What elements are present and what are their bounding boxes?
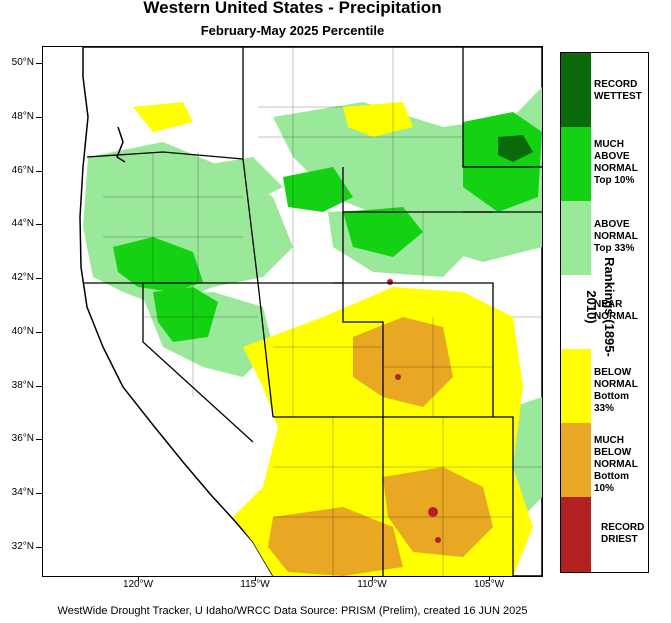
legend-label-much-above-normal: MUCH ABOVE NORMAL Top 10% bbox=[594, 139, 638, 186]
record-driest-spot bbox=[387, 279, 393, 285]
boundary-co-nm bbox=[383, 416, 514, 576]
record-driest-spot bbox=[428, 507, 438, 517]
record-wettest-region bbox=[498, 135, 533, 162]
legend-label-much-below-normal: MUCH BELOW NORMAL Bottom 10% bbox=[594, 435, 638, 494]
legend-swatch-near-normal bbox=[561, 275, 591, 350]
lat-tick bbox=[36, 547, 42, 548]
record-driest-spot bbox=[395, 374, 401, 380]
lat-label-42: 42°N bbox=[11, 272, 34, 283]
legend-title: Rankings (1895-2010) bbox=[584, 257, 617, 357]
legend-swatch-much-above-normal bbox=[561, 127, 591, 202]
much-above-oregon bbox=[113, 237, 203, 292]
legend-swatch-record-wettest bbox=[561, 53, 591, 128]
much-above-normal-regions bbox=[113, 112, 542, 342]
boundary-nv-ca bbox=[142, 283, 254, 443]
legend-swatch-above-normal bbox=[561, 201, 591, 276]
lon-label-110: 110°W bbox=[357, 579, 387, 590]
lat-tick bbox=[36, 63, 42, 64]
boundary-ut bbox=[258, 282, 384, 417]
boundary-nv-ut bbox=[257, 282, 274, 418]
legend-swatch-record-driest bbox=[561, 497, 591, 572]
much-below-colorado bbox=[353, 317, 453, 407]
much-above-nevada-north bbox=[153, 287, 218, 342]
above-normal-snake bbox=[193, 157, 283, 207]
county-grid bbox=[103, 47, 542, 576]
lat-label-50: 50°N bbox=[11, 57, 34, 68]
precipitation-map bbox=[42, 46, 543, 577]
lon-tick bbox=[372, 575, 373, 581]
legend-label-record-wettest: RECORD WETTEST bbox=[594, 79, 642, 102]
lon-tick bbox=[138, 575, 139, 581]
lon-tick bbox=[255, 575, 256, 581]
lat-label-36: 36°N bbox=[11, 433, 34, 444]
lat-tick bbox=[36, 493, 42, 494]
legend-swatch-much-below-normal bbox=[561, 423, 591, 498]
source-footer: WestWide Drought Tracker, U Idaho/WRCC D… bbox=[57, 605, 528, 617]
lon-label-120: 120°W bbox=[122, 579, 154, 590]
lon-tick bbox=[489, 575, 490, 581]
lat-label-38: 38°N bbox=[11, 380, 34, 391]
below-normal-montana-patch bbox=[343, 102, 413, 137]
lat-label-34: 34°N bbox=[11, 487, 34, 498]
lat-label-46: 46°N bbox=[11, 165, 34, 176]
state-boundaries bbox=[83, 47, 542, 576]
lat-label-44: 44°N bbox=[11, 218, 34, 229]
boundary-wy-co bbox=[333, 282, 494, 317]
legend-label-below-normal: BELOW NORMAL Bottom 33% bbox=[594, 367, 638, 414]
legend: RECORD WETTEST MUCH ABOVE NORMAL Top 10%… bbox=[560, 52, 649, 573]
puget-sound bbox=[116, 126, 126, 163]
record-driest-spot bbox=[435, 537, 441, 543]
boundary-dakotas bbox=[462, 47, 542, 213]
legend-label-record-driest: RECORD DRIEST bbox=[601, 522, 645, 545]
lat-tick bbox=[36, 171, 42, 172]
lat-tick bbox=[36, 386, 42, 387]
legend-label-above-normal: ABOVE NORMAL Top 33% bbox=[594, 219, 638, 254]
lat-tick bbox=[36, 278, 42, 279]
much-below-arizona-south bbox=[268, 507, 403, 576]
lat-tick bbox=[36, 332, 42, 333]
lat-tick bbox=[36, 117, 42, 118]
lat-label-40: 40°N bbox=[11, 326, 34, 337]
boundary-wa-or bbox=[86, 151, 244, 160]
lon-label-105: 105°W bbox=[473, 579, 505, 590]
below-normal-washington-patch bbox=[133, 102, 193, 132]
lat-label-32: 32°N bbox=[11, 541, 34, 552]
lat-label-48: 48°N bbox=[11, 111, 34, 122]
lon-label-115: 115°W bbox=[240, 579, 270, 590]
lat-tick bbox=[36, 224, 42, 225]
much-above-idaho bbox=[283, 167, 353, 212]
much-above-wyoming bbox=[343, 207, 423, 257]
legend-label-near-normal: NEAR NORMAL bbox=[594, 299, 638, 322]
map-subtitle: February-May 2025 Percentile bbox=[200, 23, 385, 38]
lat-tick bbox=[36, 439, 42, 440]
legend-swatch-below-normal bbox=[561, 349, 591, 424]
map-title: Western United States - Precipitation bbox=[143, 0, 442, 17]
boundary-id-west bbox=[242, 47, 259, 284]
